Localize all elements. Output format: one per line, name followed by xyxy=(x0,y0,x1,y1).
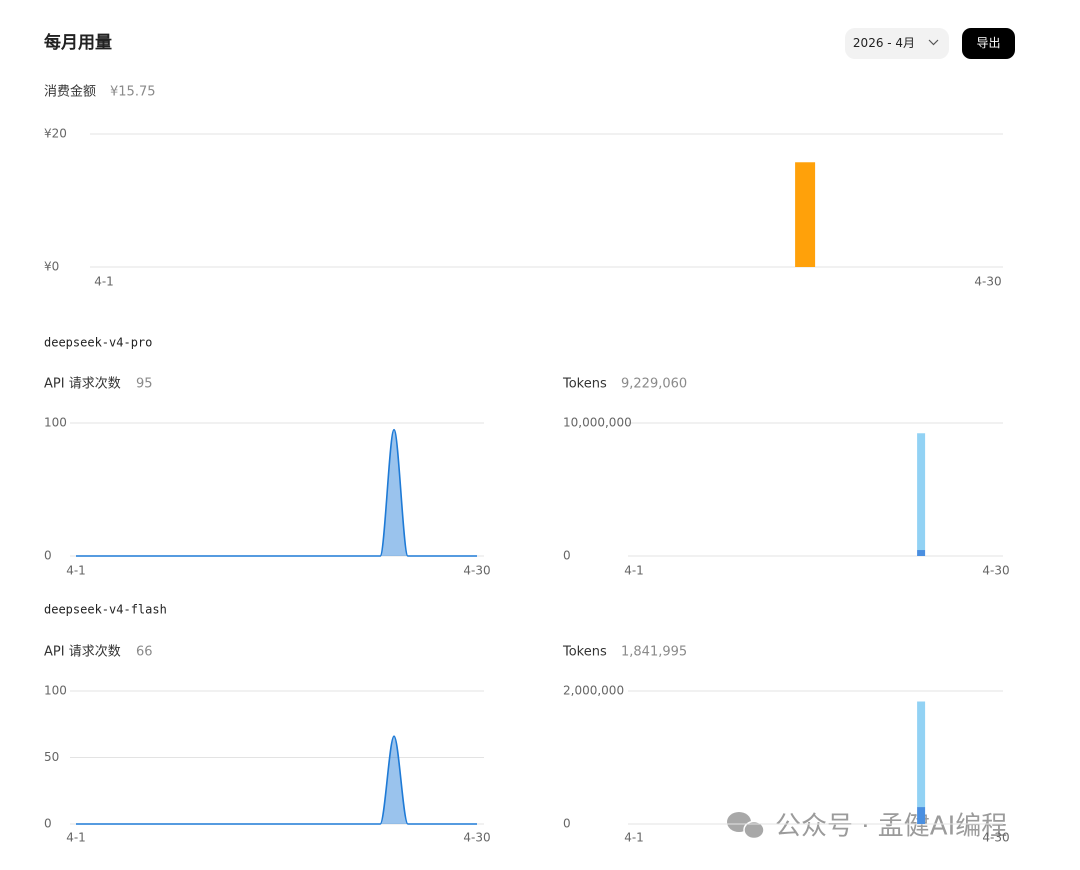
x-tick-label: 4-1 xyxy=(624,831,644,845)
chart: Tokens 9,229,060 0 10,000,000 4-1 4-30 xyxy=(562,377,1010,578)
chart-title: Tokens xyxy=(562,377,607,392)
x-tick-label: 4-30 xyxy=(974,275,1001,289)
y-tick-label: ¥20 xyxy=(44,127,67,141)
chart-title: Tokens xyxy=(562,645,607,660)
month-label[interactable]: 2026 - 4月 xyxy=(853,36,915,50)
chevron[interactable] xyxy=(928,39,939,46)
bar xyxy=(917,701,926,808)
chart-title: API 请求次数 xyxy=(44,376,121,392)
x-tick-label: 4-30 xyxy=(982,564,1009,578)
page-title: 每月用量 xyxy=(44,32,112,53)
export-button[interactable]: 导出 xyxy=(962,28,1015,59)
y-tick-label: ¥0 xyxy=(44,260,59,274)
y-tick-label: 10,000,000 xyxy=(563,416,632,430)
chart-title: API 请求次数 xyxy=(44,644,121,660)
x-tick-label: 4-1 xyxy=(94,275,114,289)
export-label[interactable]: 导出 xyxy=(976,36,1000,50)
chart: API 请求次数 66 0 50 100 4-1 4-30 xyxy=(44,644,491,845)
chart-summary: 1,841,995 xyxy=(621,645,687,660)
chart-summary: 66 xyxy=(136,645,153,660)
area xyxy=(76,429,477,556)
bar xyxy=(795,162,816,267)
y-tick-label: 0 xyxy=(44,549,52,563)
x-tick-label: 4-30 xyxy=(982,831,1009,845)
y-tick-label: 0 xyxy=(563,817,571,831)
x-tick-label: 4-1 xyxy=(624,564,644,578)
x-tick-label: 4-30 xyxy=(463,831,490,845)
chart-title: 消费金额 xyxy=(44,84,96,100)
month-select[interactable]: 2026 - 4月 xyxy=(845,28,949,59)
model-name: deepseek-v4-flash xyxy=(44,603,167,617)
month-select-box[interactable] xyxy=(845,28,949,59)
y-tick-label: 2,000,000 xyxy=(563,684,624,698)
export-button-box[interactable] xyxy=(962,28,1015,59)
chart-summary: 9,229,060 xyxy=(621,377,687,392)
watermark-icon xyxy=(743,820,765,840)
chart: API 请求次数 95 0 100 4-1 4-30 xyxy=(44,376,491,578)
chart: Tokens 1,841,995 0 2,000,000 4-1 4-30 xyxy=(562,645,1010,845)
bar xyxy=(917,433,926,551)
x-tick-label: 4-30 xyxy=(463,564,490,578)
line xyxy=(76,735,477,825)
x-tick-label: 4-1 xyxy=(66,564,86,578)
y-tick-label: 100 xyxy=(44,416,67,430)
watermark-text: 公众号 · 孟健AI编程 xyxy=(775,812,1007,842)
chart: 消费金额 ¥15.75 ¥0 ¥20 4-1 4-30 xyxy=(44,84,1003,289)
y-tick-label: 100 xyxy=(44,684,67,698)
bar xyxy=(917,550,926,556)
watermark: 公众号 · 孟健AI编程 xyxy=(727,812,1007,842)
y-tick-label: 0 xyxy=(44,817,52,831)
y-tick-label: 0 xyxy=(563,549,571,563)
x-tick-label: 4-1 xyxy=(66,831,86,845)
y-tick-label: 50 xyxy=(44,750,59,764)
line xyxy=(76,428,477,557)
chart-summary: 95 xyxy=(136,377,153,392)
model-name: deepseek-v4-pro xyxy=(44,336,152,350)
area xyxy=(76,736,477,824)
chart-summary: ¥15.75 xyxy=(110,85,156,100)
bar xyxy=(917,807,926,824)
